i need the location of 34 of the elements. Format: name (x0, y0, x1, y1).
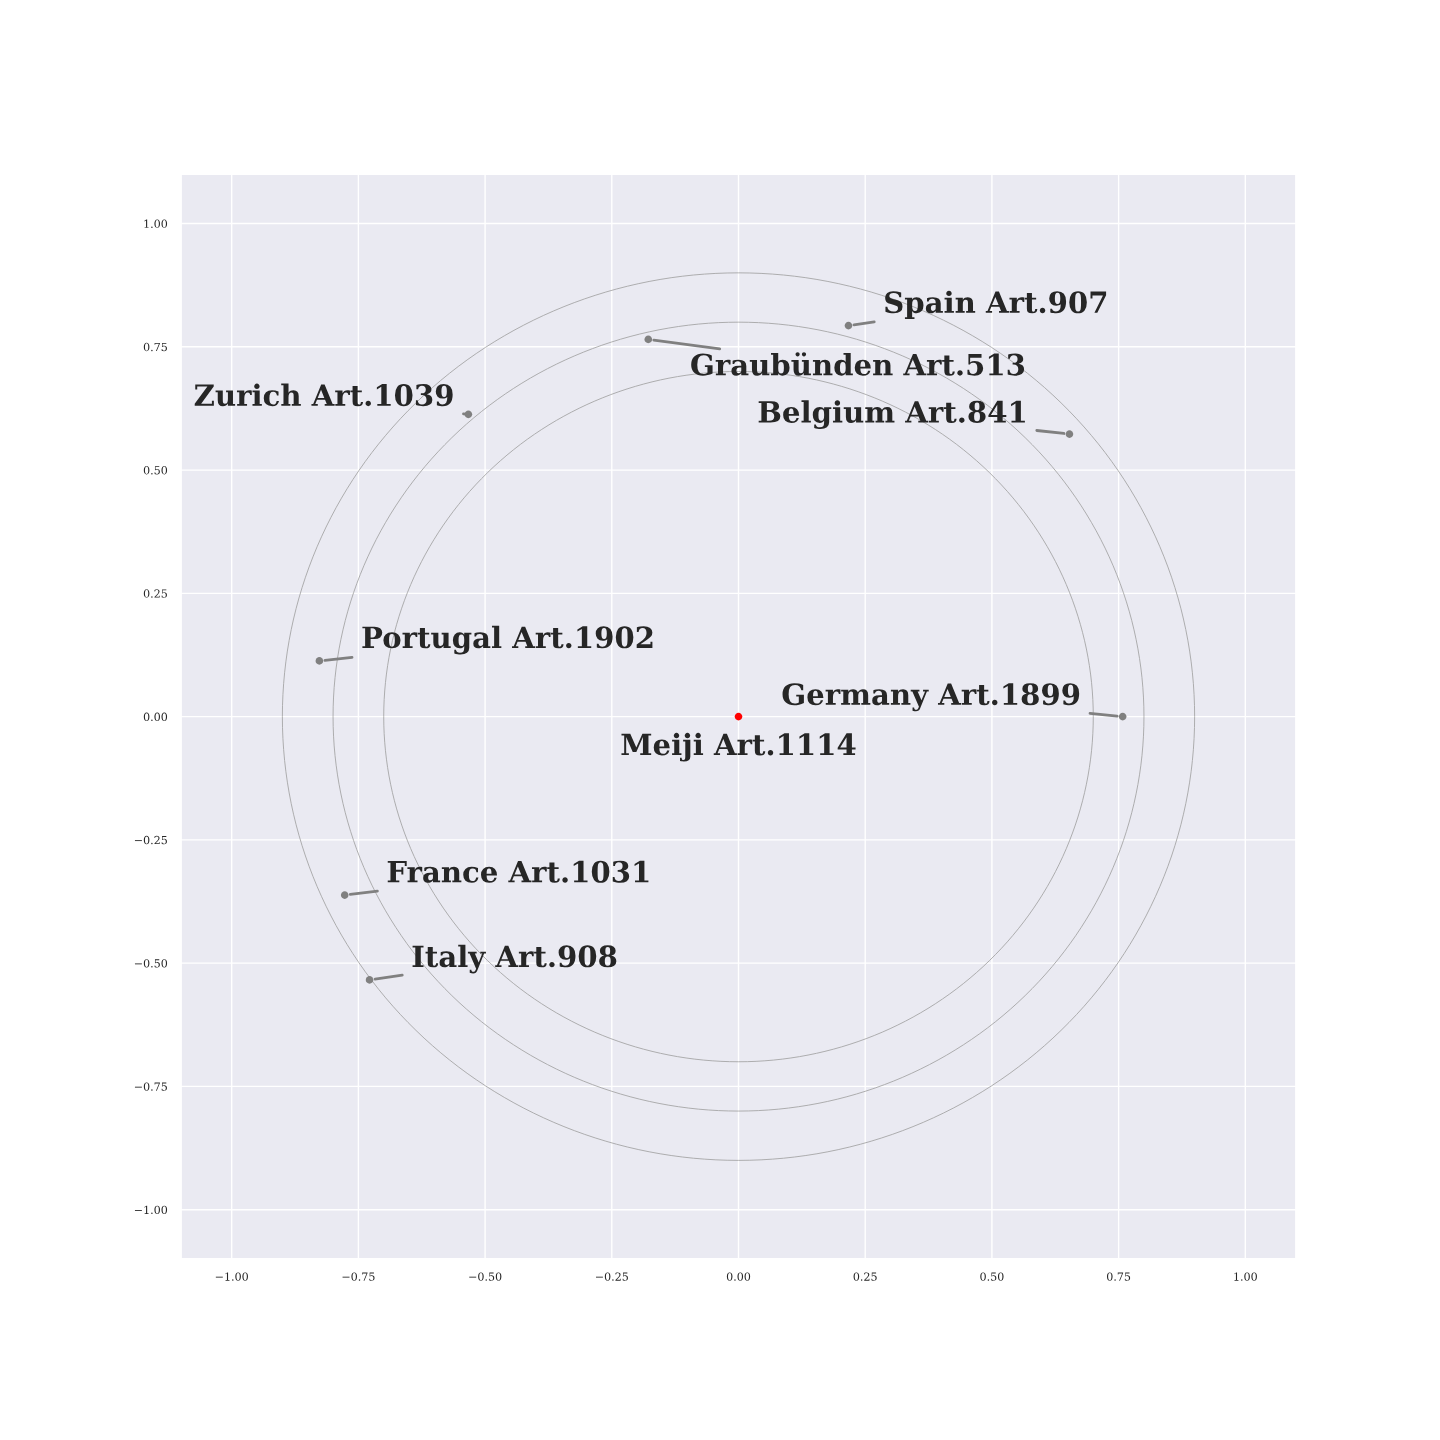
point (844, 321, 853, 330)
point (365, 976, 374, 984)
x-tick-label: −0.25 (595, 1272, 628, 1281)
point (644, 335, 653, 344)
y-tick-label: −0.25 (134, 835, 167, 845)
annotation: Spain Art.907 (885, 290, 1107, 319)
y-tick-label: −0.75 (134, 1082, 167, 1091)
point (1065, 430, 1074, 438)
annotation: Belgium Art.841 (758, 400, 1025, 429)
x-tick-label: −1.00 (215, 1272, 248, 1281)
x-tick-label: 0.00 (726, 1272, 751, 1281)
x-tick-label: 0.75 (1106, 1272, 1131, 1281)
y-tick-label: 0.50 (143, 466, 168, 475)
annotation: Italy Art.908 (412, 944, 617, 974)
y-tick-label: 0.00 (143, 712, 168, 721)
y-tick-label: 1.00 (144, 219, 168, 228)
annotation: Meiji Art.1114 (621, 732, 856, 762)
x-tick-label: −0.50 (469, 1272, 502, 1281)
y-tick-label: −0.50 (134, 959, 168, 968)
x-tick-label: 0.25 (853, 1272, 877, 1281)
annotation: Portugal Art.1902 (362, 625, 653, 655)
y-tick-label: −1.00 (134, 1205, 168, 1215)
x-tick-label: 1.00 (1234, 1272, 1257, 1281)
annotation: France Art.1031 (387, 860, 649, 883)
point (315, 657, 324, 665)
x-tick-label: 0.50 (980, 1272, 1004, 1281)
x-tick-label: −0.75 (342, 1272, 375, 1281)
y-tick-label: 0.25 (143, 589, 167, 598)
annotation: Zurich Art.1039 (194, 383, 453, 407)
y-tick-label: 0.75 (143, 342, 167, 352)
point (340, 891, 349, 899)
annotation: Graubünden Art.513 (691, 352, 1025, 376)
annotation: Germany Art.1899 (782, 683, 1080, 712)
point (1118, 712, 1127, 721)
